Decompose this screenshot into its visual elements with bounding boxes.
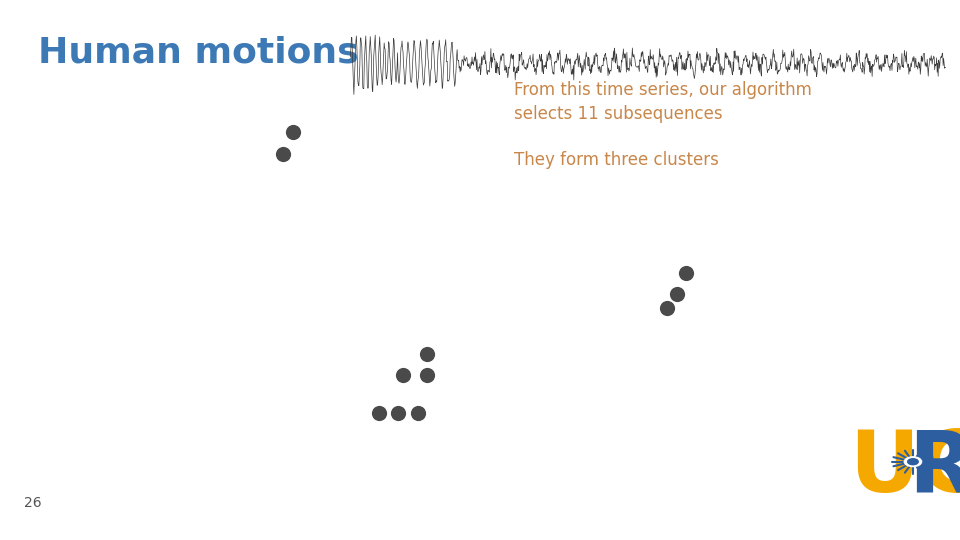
Text: UC: UC (850, 427, 960, 510)
Point (660, 303, 675, 312)
Point (669, 290, 684, 299)
Point (420, 349, 435, 358)
Point (410, 409, 425, 417)
Text: They form three clusters: They form three clusters (514, 151, 718, 169)
Point (276, 150, 291, 158)
Point (396, 371, 411, 380)
Text: R: R (908, 427, 960, 510)
Point (420, 371, 435, 380)
Circle shape (907, 459, 918, 464)
Point (285, 128, 300, 137)
Circle shape (904, 457, 922, 467)
Text: From this time series, our algorithm
selects 11 subsequences: From this time series, our algorithm sel… (514, 81, 811, 123)
Point (391, 409, 406, 417)
Point (372, 409, 387, 417)
Point (679, 268, 694, 277)
Text: Human motions: Human motions (38, 35, 359, 69)
Text: 26: 26 (24, 496, 41, 510)
